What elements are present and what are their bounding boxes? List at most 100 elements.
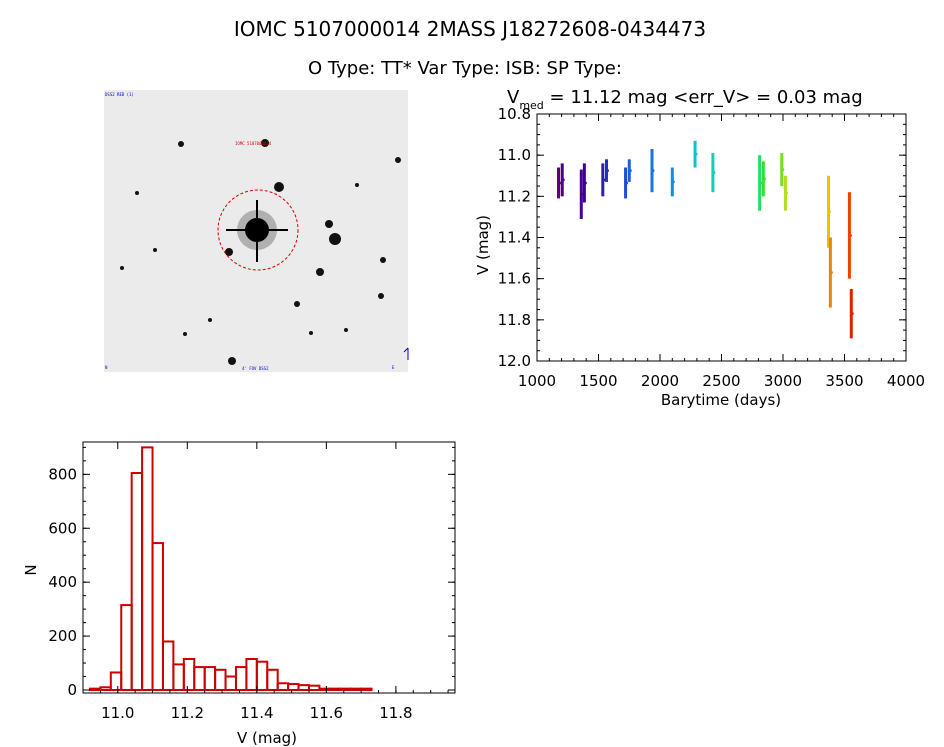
lc-ytick-label: 11.2: [498, 187, 531, 205]
lc-point: [625, 181, 629, 185]
lc-xtick-label: 3500: [825, 372, 863, 390]
lc-point: [784, 191, 788, 195]
marker-label: IOMC 5107000014: [235, 141, 272, 146]
histogram-ticks: 11.0 11.2 11.4 11.6 11.8 0 200 400 600 800: [48, 442, 455, 722]
lc-point: [829, 270, 833, 274]
object-type-line: O Type: TT* Var Type: ISB: SP Type:: [308, 58, 622, 79]
lc-point: [828, 210, 832, 214]
field-star: [135, 191, 139, 195]
field-star: [309, 331, 313, 335]
field-star: [178, 141, 184, 147]
lc-point: [762, 177, 766, 181]
light-curve-title: Vmed = 11.12 mag <err_V> = 0.03 mag: [507, 87, 863, 112]
histogram-xlabel: V (mag): [237, 729, 297, 747]
target-star: [226, 200, 288, 262]
histogram-bar: [245, 658, 258, 691]
histogram-bar: [297, 684, 310, 692]
star-field: [120, 139, 401, 365]
hist-ytick-label: 600: [48, 519, 77, 537]
lc-point: [712, 171, 716, 175]
histogram-bar: [141, 446, 154, 691]
lc-point: [651, 169, 655, 173]
field-star: [153, 248, 157, 252]
histogram-bar: [99, 686, 112, 691]
light-curve-points: [557, 140, 854, 339]
lc-point: [850, 312, 854, 316]
histogram-bar: [360, 687, 373, 691]
field-star: [316, 268, 324, 276]
histogram-bar: [339, 687, 352, 691]
compass-arrow: [403, 347, 409, 360]
field-star: [395, 157, 401, 163]
lc-xtick-label: 2500: [702, 372, 740, 390]
field-star: [378, 293, 384, 299]
target-circle: [217, 189, 299, 271]
lc-point: [848, 233, 852, 237]
sky-corner-label-br: E: [392, 365, 395, 370]
histogram-bar: [234, 666, 248, 692]
histogram-bar: [182, 658, 196, 691]
field-star: [228, 357, 236, 365]
field-star: [261, 139, 269, 147]
histogram-bar: [120, 604, 133, 692]
field-star: [344, 328, 348, 332]
lc-ytick-label: 11.0: [498, 146, 531, 164]
field-star: [120, 266, 124, 270]
histogram-ylabel: N: [22, 564, 40, 575]
histogram-frame: [82, 441, 456, 694]
lc-point: [781, 168, 785, 172]
histogram-bar: [193, 666, 206, 692]
sky-corner-label: DSS2 RED (1): [105, 92, 134, 97]
lc-point: [561, 178, 565, 182]
histogram-bar: [151, 542, 164, 692]
field-star: [325, 220, 333, 228]
histogram-bar: [224, 675, 237, 691]
histogram-bar: [318, 687, 331, 691]
field-star: [183, 332, 187, 336]
histogram-bar: [255, 660, 269, 692]
hist-ytick-label: 200: [48, 627, 77, 645]
light-curve-panel: Vmed = 11.12 mag <err_V> = 0.03 mag 1000…: [474, 87, 925, 409]
sky-image-panel: DSS2 RED (1) IOMC 5107000014 N 4' FOV DS…: [104, 90, 409, 372]
hist-ytick-label: 0: [67, 681, 77, 699]
lc-point: [558, 181, 562, 185]
light-curve-xlabel: Barytime (days): [661, 391, 781, 409]
lc-point: [694, 152, 698, 156]
lc-xtick-label: 3000: [764, 372, 802, 390]
field-star: [225, 248, 233, 256]
field-star: [208, 318, 212, 322]
hist-xtick-label: 11.6: [310, 704, 343, 722]
sky-bottom-label: 4' FOV DSS2: [242, 366, 269, 371]
lc-point: [628, 169, 632, 173]
lc-point: [605, 169, 609, 173]
histogram-bar: [109, 671, 123, 692]
histogram-bar: [328, 687, 342, 691]
field-star: [329, 233, 341, 245]
histogram-bar: [266, 668, 279, 691]
histogram-bar: [88, 687, 102, 691]
lc-xtick-label: 2000: [641, 372, 679, 390]
hist-xtick-label: 11.2: [171, 704, 204, 722]
histogram-panel: 11.0 11.2 11.4 11.6 11.8 0 200 400 600 800 V (mag…: [22, 441, 456, 747]
lc-ytick-label: 12.0: [498, 352, 531, 370]
lc-xtick-label: 1000: [518, 372, 556, 390]
field-star: [355, 183, 359, 187]
histogram-bar: [287, 683, 300, 692]
lc-xtick-label: 1500: [579, 372, 617, 390]
histogram-bars: [88, 446, 373, 692]
histogram-bar: [349, 687, 363, 691]
histogram-bar: [130, 472, 144, 691]
lc-ytick-label: 11.8: [498, 311, 531, 329]
histogram-bar: [172, 663, 185, 691]
field-star: [274, 182, 284, 192]
lc-xtick-label: 4000: [887, 372, 925, 390]
hist-xtick-label: 11.8: [379, 704, 412, 722]
light-curve-ticks: 1000 1500 2000 2500 3000 3500 4000 10.8 11.0 11.2…: [498, 105, 926, 390]
figure-title: IOMC 5107000014 2MASS J18272608-0434473: [234, 17, 706, 41]
histogram-bar: [203, 666, 217, 692]
histogram-bar: [276, 682, 290, 691]
histogram-bar: [214, 668, 227, 691]
lc-point: [602, 178, 606, 182]
hist-xtick-label: 11.4: [240, 704, 273, 722]
